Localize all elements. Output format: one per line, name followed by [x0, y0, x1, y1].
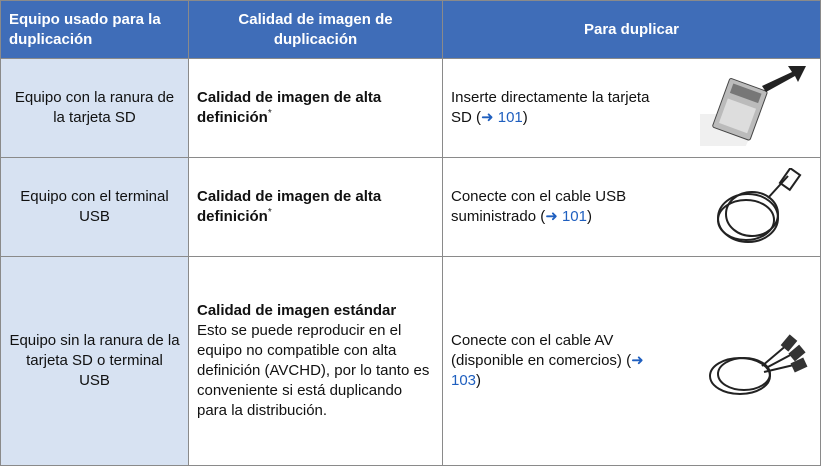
usb-cable-icon: [717, 168, 802, 243]
av-cable-icon: [709, 334, 808, 395]
header-text: Calidad de imagen de duplicación: [238, 10, 393, 48]
sd-card-icon: [700, 66, 806, 146]
header-cell: Calidad de imagen de duplicación: [188, 0, 443, 59]
page-reference[interactable]: ➜ 101: [545, 208, 587, 225]
footnote-mark: *: [267, 207, 272, 218]
quality-bold: Calidad de imagen estándar: [197, 302, 397, 319]
equipment-text: Equipo sin la ranura de la tarjeta SD o …: [9, 332, 180, 389]
equipment-cell: Equipo con la ranura de la tarjeta SD: [0, 58, 189, 158]
action-text: Inserte directamente la tarjeta SD (: [451, 89, 650, 126]
page-reference[interactable]: ➜ 103: [451, 352, 644, 389]
action-text: Conecte con el cable AV (disponible en c…: [451, 332, 632, 369]
quality-cell: Calidad de imagen estándar Esto se puede …: [188, 256, 443, 466]
header-cell: Para duplicar: [442, 0, 821, 59]
header-text: Para duplicar: [583, 20, 680, 38]
quality-bold: Calidad de imagen de alta definición: [197, 188, 382, 225]
page-reference[interactable]: ➜ 101: [481, 109, 523, 126]
equipment-text: Equipo con la ranura de la tarjeta SD: [14, 89, 175, 126]
footnote-mark: *: [267, 108, 272, 119]
action-text: ): [476, 372, 482, 389]
quality-bold: Calidad de imagen de alta definición: [197, 89, 382, 126]
equipment-cell: Equipo sin la ranura de la tarjeta SD o …: [0, 256, 189, 466]
action-cell: Conecte con el cable USB suministrado (➜…: [442, 157, 821, 257]
quality-cell: Calidad de imagen de alta definición*: [188, 157, 443, 257]
header-text: Equipo usado para la duplicación: [9, 10, 161, 48]
action-text: Conecte con el cable USB suministrado (: [451, 188, 627, 225]
quality-description: Esto se puede reproducir en el equipo no…: [197, 322, 430, 419]
quality-cell: Calidad de imagen de alta definición*: [188, 58, 443, 158]
equipment-cell: Equipo con el terminal USB: [0, 157, 189, 257]
action-text: ): [586, 208, 592, 225]
equipment-text: Equipo con el terminal USB: [20, 188, 169, 225]
header-cell: Equipo usado para la duplicación: [0, 0, 189, 59]
action-text: ): [522, 109, 528, 126]
